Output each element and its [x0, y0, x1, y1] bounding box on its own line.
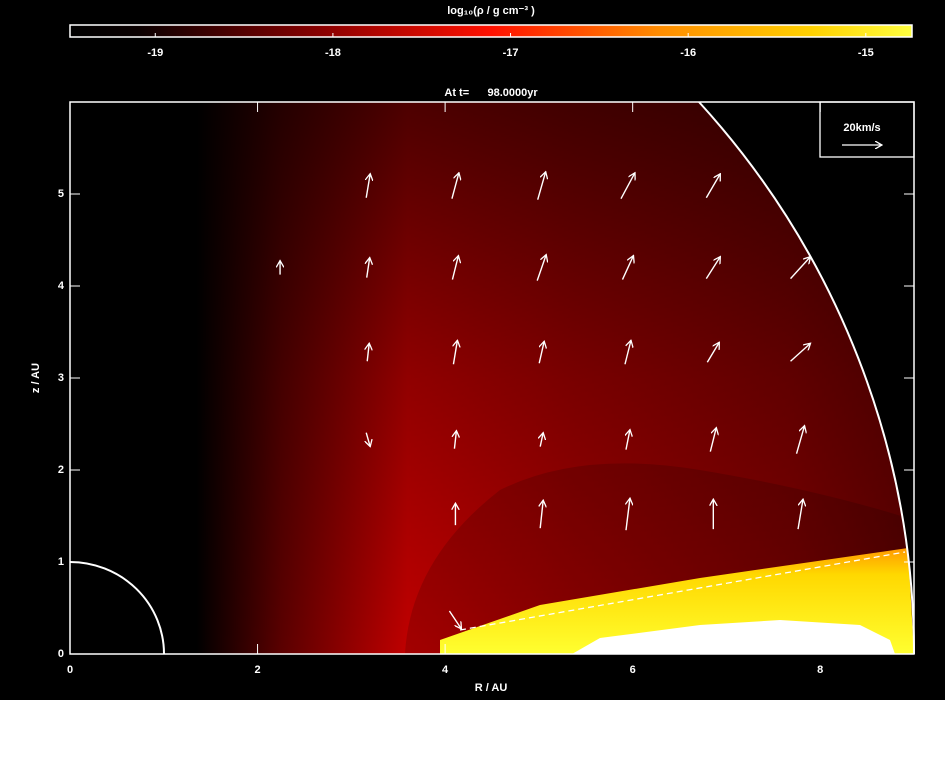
- x-tick-label: 6: [630, 664, 636, 676]
- inner-boundary: [69, 561, 165, 655]
- velocity-arrow: [706, 342, 719, 363]
- velocity-arrow: [626, 430, 630, 450]
- x-tick-label: 8: [817, 664, 823, 676]
- y-tick-label: 4: [58, 280, 65, 292]
- colorbar-tick-label: -15: [858, 47, 874, 59]
- velocity-arrow: [454, 431, 456, 449]
- velocity-arrow: [709, 428, 716, 452]
- reference-box: [819, 101, 915, 158]
- velocity-arrow: [790, 343, 811, 362]
- y-tick-label: 2: [58, 464, 64, 476]
- chart-title: At t= 98.0000yr: [444, 87, 538, 99]
- velocity-arrow: [536, 255, 546, 281]
- velocity-arrow: [621, 256, 633, 280]
- velocity-arrow: [790, 257, 811, 280]
- velocity-arrow: [626, 498, 630, 531]
- colorbar-tick-label: -17: [503, 47, 519, 59]
- velocity-arrow: [448, 610, 461, 629]
- velocity-arrow: [624, 340, 631, 365]
- velocity-arrow: [453, 340, 457, 365]
- velocity-arrow: [366, 174, 370, 198]
- velocity-arrow: [797, 499, 803, 530]
- y-tick-label: 0: [58, 648, 64, 660]
- velocity-arrow: [705, 257, 720, 279]
- colorbar-tick-label: -18: [325, 47, 341, 59]
- colorbar: [69, 24, 913, 38]
- y-axis-label: z / AU: [30, 363, 42, 393]
- velocity-arrow: [451, 173, 459, 199]
- velocity-arrow: [540, 500, 543, 529]
- colorbar-tick-label: -16: [680, 47, 696, 59]
- velocity-arrow: [366, 432, 370, 447]
- y-tick-label: 5: [58, 188, 64, 200]
- reference-label: 20km/s: [843, 122, 880, 134]
- velocity-arrow: [540, 433, 543, 447]
- velocity-arrow: [620, 173, 635, 200]
- velocity-arrow: [795, 426, 805, 454]
- outer-boundary: [698, 101, 915, 655]
- y-tick-label: 3: [58, 372, 64, 384]
- velocity-arrow: [451, 256, 458, 280]
- velocity-arrow: [367, 258, 370, 278]
- x-tick-label: 0: [67, 664, 73, 676]
- y-tick-label: 1: [58, 556, 64, 568]
- colorbar-label: log₁₀(ρ / g cm⁻³ ): [447, 5, 535, 17]
- velocity-arrow: [367, 343, 369, 362]
- velocity-arrow: [705, 174, 720, 199]
- x-tick-label: 4: [442, 664, 449, 676]
- disk-surface: [459, 551, 906, 631]
- colorbar-tick-label: -19: [147, 47, 163, 59]
- velocity-arrow: [537, 172, 546, 200]
- velocity-arrow: [538, 341, 544, 364]
- x-tick-label: 2: [254, 664, 260, 676]
- x-axis-label: R / AU: [475, 682, 508, 694]
